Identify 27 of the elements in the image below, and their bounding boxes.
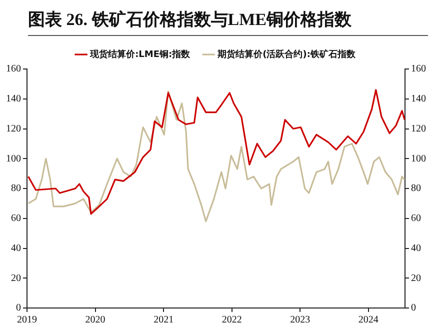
y-tick-label: 120 — [6, 123, 21, 134]
x-tick-label: 2021 — [154, 314, 174, 326]
y-tick-label: 0 — [16, 302, 21, 314]
y2-tick-label: 80 — [411, 183, 421, 194]
y2-tick-label: 20 — [411, 272, 421, 284]
x-tick-label: 2020 — [85, 314, 106, 326]
x-tick-label: 2022 — [222, 314, 242, 326]
y-tick-label: 40 — [11, 242, 21, 254]
x-tick-label: 2019 — [17, 314, 37, 326]
y2-tick-label: 160 — [411, 64, 426, 75]
legend-label: 现货结算价:LME铜:指数 — [89, 48, 192, 60]
y2-tick-label: 120 — [411, 123, 426, 134]
x-tick-label: 2023 — [290, 314, 310, 326]
x-tick-label: 2024 — [358, 314, 378, 326]
y2-tick-label: 60 — [411, 213, 421, 224]
legend-label: 期货结算价(活跃合约):铁矿石指数 — [216, 48, 356, 60]
y-tick-label: 100 — [6, 153, 21, 164]
y2-tick-label: 100 — [411, 153, 426, 164]
y2-tick-label: 0 — [411, 302, 416, 314]
y2-tick-label: 140 — [411, 94, 426, 104]
y-tick-label: 60 — [11, 213, 21, 224]
y-tick-label: 80 — [11, 183, 21, 194]
y-tick-label: 140 — [6, 94, 21, 104]
chart-title: 图表 26. 铁矿石价格指数与LME铜价格指数 — [28, 8, 428, 36]
y2-tick-label: 40 — [411, 242, 421, 254]
y-tick-label: 20 — [11, 272, 21, 284]
y-tick-label: 160 — [6, 64, 21, 75]
